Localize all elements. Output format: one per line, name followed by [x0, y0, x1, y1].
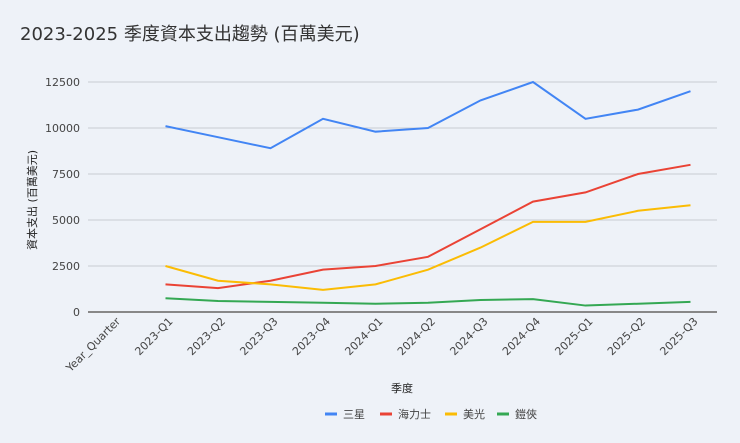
x-tick-label: 2024-Q2: [395, 315, 438, 358]
x-tick-label: 2023-Q3: [237, 315, 280, 358]
legend-label: 美光: [463, 407, 485, 421]
y-tick-label: 7500: [52, 168, 80, 181]
legend-label: 鎧俠: [515, 408, 537, 421]
x-axis-label: 季度: [391, 381, 413, 395]
x-tick-label: 2023-Q2: [185, 315, 228, 358]
y-axis-label: 資本支出 (百萬美元): [25, 150, 39, 250]
x-tick-label: 2023-Q4: [290, 315, 333, 358]
series-line-2: [165, 204, 691, 291]
y-tick-label: 5000: [52, 214, 80, 227]
x-tick-label: 2023-Q1: [132, 315, 175, 358]
x-tick-label: 2025-Q1: [552, 315, 595, 358]
x-tick-label: 2024-Q4: [500, 315, 543, 358]
x-tick-label: 2024-Q1: [342, 315, 385, 358]
x-tick-label: 2025-Q3: [657, 315, 700, 358]
chart-title: 2023-2025 季度資本支出趨勢 (百萬美元): [20, 24, 360, 45]
legend-label: 三星: [343, 408, 365, 421]
x-tick-label: 2024-Q3: [447, 315, 490, 358]
y-tick-label: 10000: [45, 122, 80, 135]
x-tick-label: Year_Quarter: [63, 315, 124, 376]
legend-label: 海力士: [398, 407, 431, 421]
y-tick-label: 0: [73, 306, 80, 319]
y-tick-label: 2500: [52, 260, 80, 273]
series-line-0: [165, 80, 691, 150]
series-line-3: [165, 297, 691, 307]
x-tick-label: 2025-Q2: [605, 315, 648, 358]
y-tick-label: 12500: [45, 76, 80, 89]
